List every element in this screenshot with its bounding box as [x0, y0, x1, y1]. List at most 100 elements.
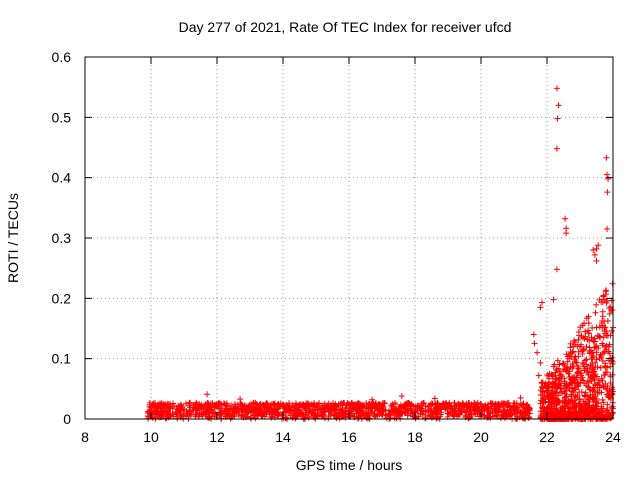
data-point	[204, 408, 211, 415]
data-point	[377, 401, 384, 408]
data-point	[474, 401, 481, 408]
data-point	[582, 389, 589, 396]
data-point	[575, 328, 582, 335]
data-point	[353, 406, 360, 413]
data-point	[450, 412, 457, 419]
data-point	[188, 411, 195, 418]
data-point	[511, 402, 518, 409]
data-point	[247, 400, 254, 407]
data-point	[376, 401, 383, 408]
data-point	[593, 245, 600, 252]
y-tick-label: 0.5	[52, 109, 72, 125]
data-point	[579, 405, 586, 412]
data-point	[544, 371, 551, 378]
data-point	[520, 410, 527, 417]
y-tick-label: 0.4	[52, 170, 72, 186]
data-point	[600, 384, 607, 391]
data-point	[524, 410, 531, 417]
data-point	[520, 400, 527, 407]
data-point	[495, 408, 502, 415]
data-point	[192, 412, 199, 419]
data-point	[255, 408, 262, 415]
data-point	[590, 372, 597, 379]
data-point	[535, 372, 542, 379]
data-point	[552, 380, 559, 387]
data-point	[586, 402, 593, 409]
data-point	[603, 154, 610, 161]
data-point	[430, 410, 437, 417]
data-point	[558, 380, 565, 387]
y-tick-label: 0	[63, 411, 71, 427]
data-point	[606, 341, 613, 348]
data-point	[252, 399, 259, 406]
data-point	[376, 406, 383, 413]
data-point	[465, 411, 472, 418]
data-point	[255, 403, 262, 410]
data-point	[485, 413, 492, 420]
data-point	[355, 411, 362, 418]
data-point	[523, 405, 530, 412]
data-point	[512, 407, 519, 414]
data-point	[173, 409, 180, 416]
data-point	[348, 400, 355, 407]
data-point	[606, 310, 613, 317]
data-point	[580, 334, 587, 341]
data-point	[568, 379, 575, 386]
data-point	[223, 400, 230, 407]
data-point	[583, 412, 590, 419]
data-point	[581, 367, 588, 374]
data-point	[293, 412, 300, 419]
data-point	[604, 406, 611, 413]
data-point	[597, 351, 604, 358]
data-point	[398, 409, 405, 416]
data-point	[337, 406, 344, 413]
data-point	[164, 402, 171, 409]
data-point	[544, 384, 551, 391]
data-point	[556, 361, 563, 368]
data-point	[598, 298, 605, 305]
data-point	[591, 395, 598, 402]
data-point	[598, 411, 605, 418]
data-point	[564, 358, 571, 365]
data-point	[604, 297, 611, 304]
data-point	[553, 145, 560, 152]
x-tick-label: 24	[605, 429, 621, 445]
data-point	[306, 407, 313, 414]
data-point	[575, 348, 582, 355]
data-point	[608, 327, 615, 334]
data-point	[586, 384, 593, 391]
data-point	[347, 407, 354, 414]
data-point	[585, 369, 592, 376]
data-point	[193, 401, 200, 408]
data-point	[501, 407, 508, 414]
data-point	[599, 377, 606, 384]
data-point	[586, 411, 593, 418]
data-point	[292, 400, 299, 407]
y-axis-label: ROTI / TECUs	[5, 193, 21, 283]
data-point	[604, 171, 611, 178]
data-point	[602, 362, 609, 369]
data-point	[371, 413, 378, 420]
data-point	[595, 242, 602, 249]
data-point	[583, 356, 590, 363]
data-point	[577, 379, 584, 386]
data-point	[578, 389, 585, 396]
data-point	[485, 403, 492, 410]
data-point	[530, 331, 537, 338]
data-point	[592, 382, 599, 389]
data-point	[589, 349, 596, 356]
data-point	[590, 393, 597, 400]
data-point	[382, 411, 389, 418]
data-point	[222, 411, 229, 418]
data-point	[588, 362, 595, 369]
data-point	[550, 296, 557, 303]
data-point	[149, 401, 156, 408]
data-point	[311, 403, 318, 410]
data-point	[602, 288, 609, 295]
data-point	[319, 402, 326, 409]
data-point	[571, 403, 578, 410]
data-point	[548, 388, 555, 395]
data-point	[539, 405, 546, 412]
data-point	[542, 408, 549, 415]
data-point	[210, 409, 217, 416]
